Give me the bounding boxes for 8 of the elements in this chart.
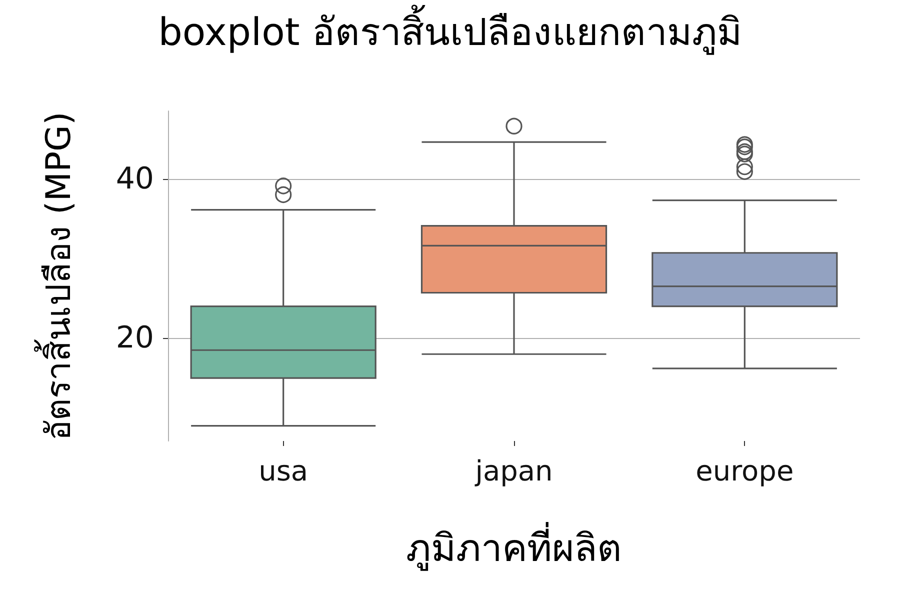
y-tick-label: 40 xyxy=(116,161,154,196)
chart-title: boxplot อัตราสิ้นเปลืองแยกตามภูมิ xyxy=(158,4,742,55)
x-tick-label: europe xyxy=(696,454,794,488)
y-tick-label: 20 xyxy=(116,320,154,356)
x-axis-title: ภูมิภาคที่ผลิต xyxy=(406,522,622,571)
y-axis-title: อัตราสิ้นเปลือง (MPG) xyxy=(34,112,79,440)
x-tick-label: usa xyxy=(258,454,308,488)
x-tick-label: japan xyxy=(474,454,553,488)
